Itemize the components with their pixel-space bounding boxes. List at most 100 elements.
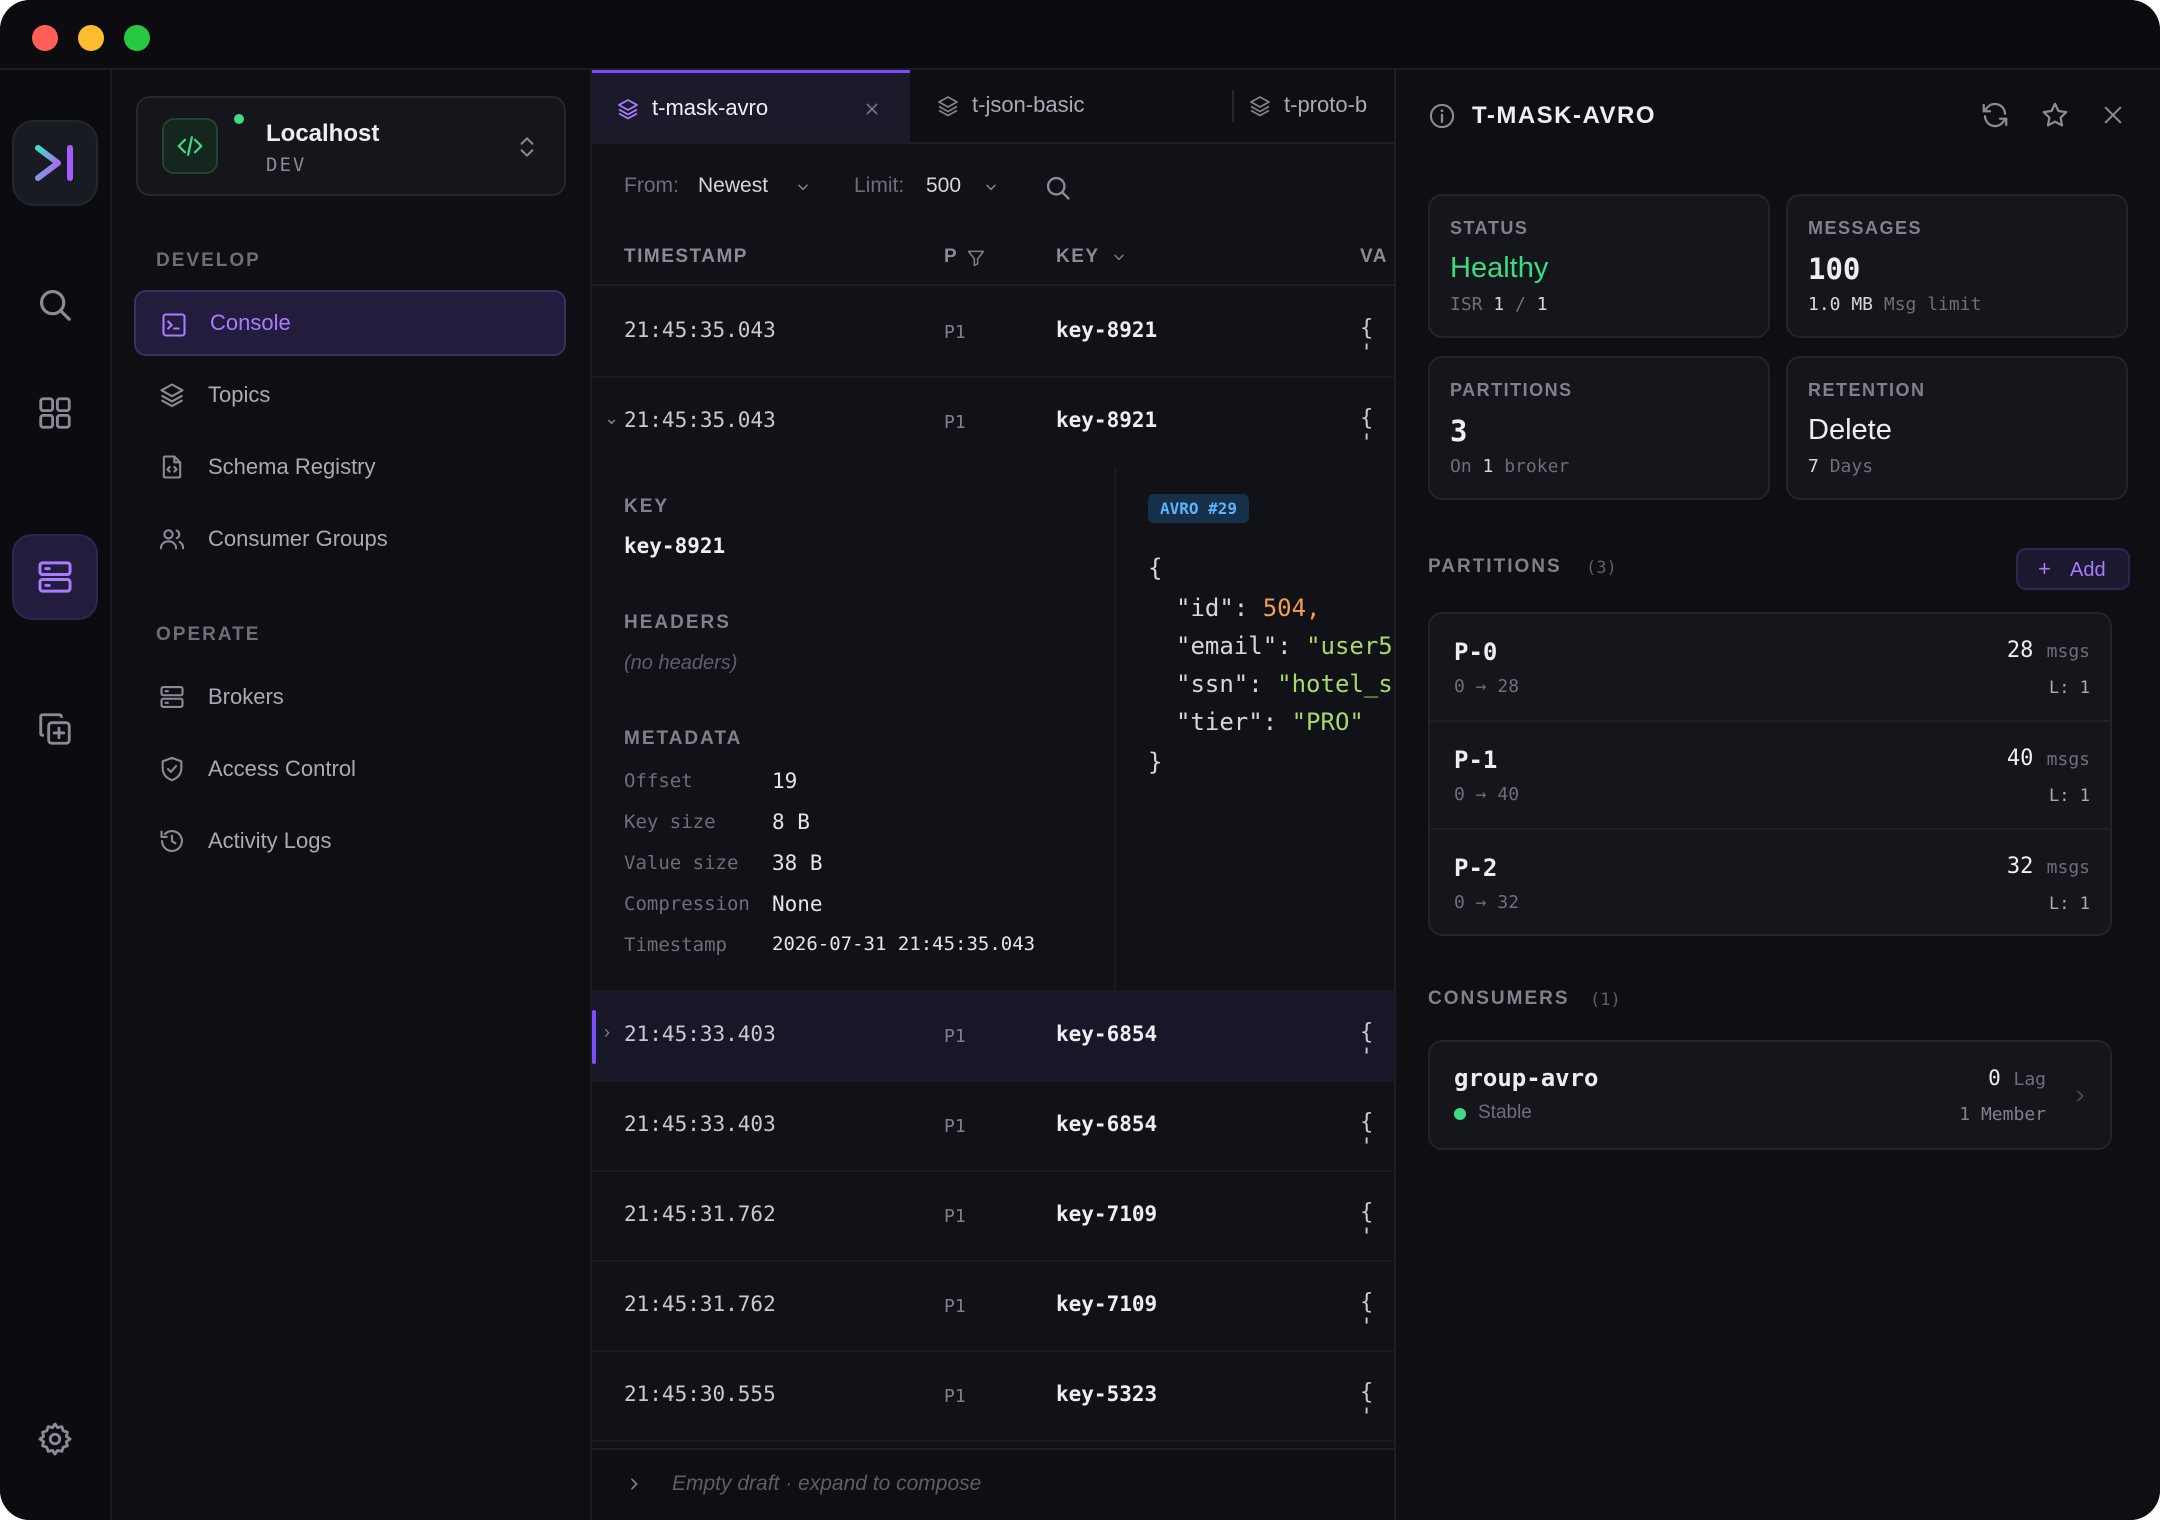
nav-item-label: Access Control (208, 756, 356, 781)
nav-item-label: Schema Registry (208, 454, 376, 479)
nav-item-topics[interactable]: Topics (134, 362, 566, 428)
table-row[interactable]: 21:45:31.762 P1 key-7109 { ' (592, 1262, 1394, 1352)
limit-select[interactable]: 500 (926, 168, 1006, 204)
row-partition: P1 (944, 1116, 966, 1137)
chevron-down-icon (986, 184, 996, 191)
metadata-key: Timestamp (624, 934, 727, 956)
timestamp-column-header[interactable]: TIMESTAMP (624, 246, 748, 267)
star-icon[interactable] (2040, 100, 2070, 130)
rail-new-tab-button[interactable] (12, 686, 98, 772)
value-column-header[interactable]: VA (1360, 246, 1388, 267)
nav-item-consumer-groups[interactable]: Consumer Groups (134, 506, 566, 572)
table-row[interactable]: 21:45:33.403 P1 key-6854 { ' (592, 1082, 1394, 1172)
table-row[interactable]: 21:45:30.555 P1 key-5323 { ' (592, 1352, 1394, 1442)
partitions-count: (3) (1586, 558, 1617, 578)
tab-label: t-mask-avro (652, 95, 769, 120)
partition-row[interactable]: P-0 0 → 28 28 msgs L: 1 (1430, 614, 2110, 722)
detail-metadata-label: METADATA (624, 728, 743, 749)
nav-item-schema-registry[interactable]: Schema Registry (134, 434, 566, 500)
row-partition: P1 (944, 322, 966, 343)
zoom-window-button[interactable] (124, 25, 150, 51)
nav-item-label: Console (210, 310, 291, 335)
composer-bar[interactable]: Empty draft · expand to compose (592, 1448, 1394, 1520)
partition-range: 0 → 32 (1454, 892, 1520, 913)
minimize-window-button[interactable] (78, 25, 104, 51)
partition-column-header[interactable]: P (944, 246, 959, 267)
connection-status-dot (234, 114, 244, 124)
row-value: { ' (1360, 1290, 1374, 1340)
develop-section-label: DEVELOP (156, 250, 261, 271)
partitions-value: 3 (1450, 414, 1468, 448)
rail-search-button[interactable] (12, 262, 98, 348)
table-row-expanded[interactable]: ⌄ 21:45:35.043 P1 key-8921 { ' (592, 378, 1394, 468)
environment-tag: DEV (266, 154, 307, 176)
detail-key-label: KEY (624, 496, 670, 517)
retention-days: 7 Days (1808, 456, 1874, 477)
table-row[interactable]: 21:45:35.043 P1 key-8921 { ' (592, 288, 1394, 378)
brokers-info: On 1 broker (1450, 456, 1570, 477)
add-partition-button[interactable]: + Add (2016, 548, 2130, 590)
json-string: "user5 (1306, 632, 1393, 660)
consumers-count: (1) (1590, 990, 1621, 1010)
status-label: STATUS (1450, 218, 1529, 238)
nav-item-brokers[interactable]: Brokers (134, 664, 566, 730)
table-row[interactable]: 21:45:31.762 P1 key-7109 { ' (592, 1172, 1394, 1262)
messages-size: 1.0 MB Msg limit (1808, 294, 1982, 315)
tab-label: t-proto-b (1284, 92, 1368, 117)
metadata-key: Key size (624, 811, 716, 833)
rail-clusters-button[interactable] (12, 534, 98, 620)
row-key: key-7109 (1056, 1292, 1158, 1316)
shield-icon (161, 756, 183, 782)
tab-t-json-basic[interactable]: t-json-basic (912, 70, 1226, 142)
consumer-group-card[interactable]: group-avro Stable 0 Lag 1 Member (1428, 1040, 2112, 1150)
metadata-key: Value size (624, 852, 739, 874)
tab-t-proto-b[interactable]: t-proto-b (1234, 70, 1394, 142)
table-header: TIMESTAMP P KEY VA (592, 226, 1394, 286)
row-partition: P1 (944, 1026, 966, 1047)
row-timestamp: 21:45:33.403 (624, 1112, 776, 1136)
close-tab-icon[interactable] (864, 101, 880, 117)
environment-switcher[interactable]: Localhost DEV (136, 96, 566, 196)
partition-row[interactable]: P-2 0 → 32 32 msgs L: 1 (1430, 830, 2110, 934)
detail-divider (1114, 468, 1116, 992)
from-select[interactable]: Newest (698, 168, 818, 204)
table-row-selected[interactable]: › 21:45:33.403 P1 key-6854 { ' (592, 992, 1394, 1082)
retention-card: RETENTION Delete 7 Days (1786, 356, 2128, 500)
app-logo[interactable] (12, 120, 98, 206)
rail-dashboard-button[interactable] (12, 370, 98, 456)
partition-row[interactable]: P-1 0 → 40 40 msgs L: 1 (1430, 722, 2110, 830)
message-detail: KEY key-8921 HEADERS (no headers) METADA… (592, 468, 1394, 992)
rail-settings-button[interactable] (12, 1396, 98, 1482)
partition-count: 40 msgs (2006, 746, 2090, 771)
layers-icon (1250, 96, 1270, 117)
selection-indicator (592, 1010, 596, 1064)
close-window-button[interactable] (32, 25, 58, 51)
info-icon (1429, 103, 1455, 129)
stable-status-dot (1454, 1108, 1466, 1120)
nav-item-label: Activity Logs (208, 828, 332, 853)
nav-item-console[interactable]: Console (134, 290, 566, 356)
partition-range: 0 → 28 (1454, 676, 1520, 697)
close-icon[interactable] (2102, 104, 2124, 126)
chevron-right-icon[interactable] (626, 1476, 642, 1492)
filter-icon[interactable] (966, 248, 986, 268)
partitions-list: P-0 0 → 28 28 msgs L: 1 P-1 0 → 40 40 ms… (1428, 612, 2112, 936)
row-key: key-8921 (1056, 318, 1158, 342)
from-label: From: (624, 174, 679, 197)
row-partition: P1 (944, 412, 966, 433)
row-key: key-5323 (1056, 1382, 1158, 1406)
refresh-icon[interactable] (1980, 100, 2010, 130)
partition-range: 0 → 40 (1454, 784, 1520, 805)
partition-leader: L: 1 (2049, 894, 2090, 914)
row-value: { ' (1360, 1380, 1374, 1430)
row-timestamp: 21:45:30.555 (624, 1382, 776, 1406)
nav-item-access-control[interactable]: Access Control (134, 736, 566, 802)
grid-icon (39, 397, 71, 429)
tab-t-mask-avro[interactable]: t-mask-avro (592, 70, 910, 142)
partition-count: 28 msgs (2006, 638, 2090, 663)
search-icon[interactable] (1044, 174, 1072, 202)
nav-item-activity-logs[interactable]: Activity Logs (134, 808, 566, 874)
detail-key-value: key-8921 (624, 534, 726, 558)
key-column-header[interactable]: KEY (1056, 246, 1100, 267)
